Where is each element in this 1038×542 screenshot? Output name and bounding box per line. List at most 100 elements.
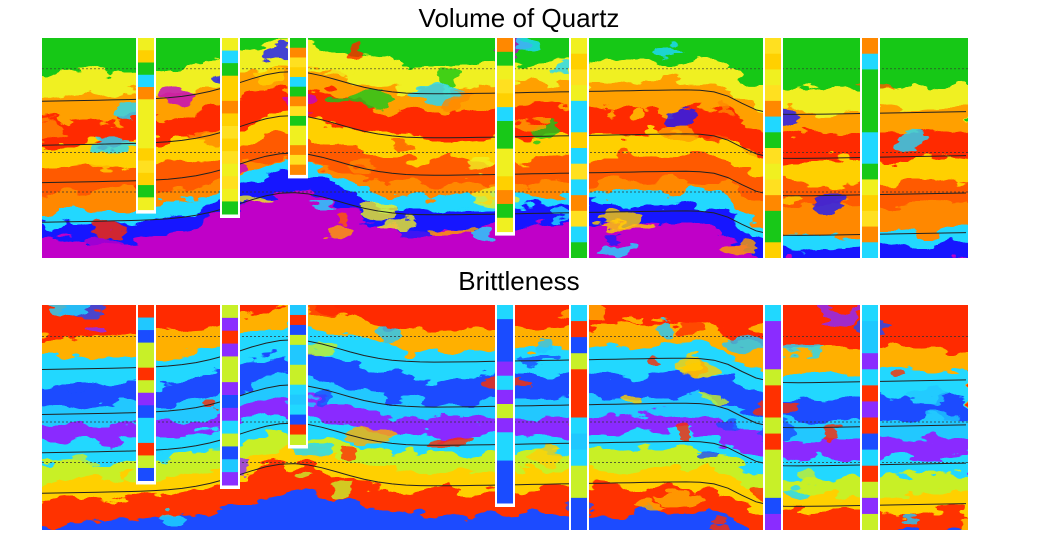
well-log (765, 195, 781, 212)
well-log (138, 160, 154, 174)
well-log (138, 355, 154, 369)
well-log (222, 176, 238, 190)
blob (427, 435, 473, 447)
well-log (222, 433, 238, 447)
blob (46, 305, 90, 316)
well-log (765, 321, 781, 338)
blob (328, 66, 354, 78)
well-log (571, 337, 587, 354)
well-log (222, 305, 238, 319)
well-log (222, 63, 238, 77)
well-log (571, 353, 587, 370)
well-log (765, 449, 781, 467)
well-log (290, 404, 306, 416)
well-log (222, 420, 238, 435)
well-log (290, 394, 306, 406)
well-log (290, 47, 306, 58)
well-log (497, 361, 513, 377)
well-log (571, 53, 587, 70)
well-log (497, 488, 513, 504)
well-log (497, 190, 513, 205)
well-log (222, 163, 238, 177)
well-log (571, 369, 587, 386)
blob (330, 226, 358, 239)
blob (517, 354, 562, 364)
well-log (862, 210, 878, 228)
well-log (138, 430, 154, 444)
well-log (571, 242, 587, 258)
well-log (765, 38, 781, 55)
blob (511, 118, 549, 128)
well-log (862, 465, 878, 483)
well-log (765, 401, 781, 418)
blob (700, 393, 733, 405)
well-log (222, 38, 238, 52)
well-log (222, 369, 238, 383)
well-log (222, 317, 238, 332)
well-log (138, 380, 154, 394)
well-log (138, 197, 154, 211)
well-log (571, 449, 587, 467)
blob (69, 383, 93, 392)
well-log (138, 123, 154, 137)
well-log (290, 334, 306, 346)
well-log (222, 50, 238, 64)
well-log (862, 417, 878, 435)
well-log (290, 434, 306, 445)
well-log (765, 242, 781, 258)
well-log (497, 203, 513, 219)
well-log (138, 442, 154, 456)
well-log (138, 417, 154, 431)
well-log (862, 132, 878, 149)
well-log (765, 497, 781, 515)
well-log (571, 195, 587, 212)
well-log (862, 85, 878, 102)
well-log (290, 314, 306, 326)
well-log (138, 99, 154, 113)
blob (959, 518, 968, 530)
blob (725, 335, 765, 353)
blob (674, 423, 692, 438)
well-log (497, 38, 513, 53)
well-log (222, 382, 238, 396)
well-log (222, 407, 238, 422)
well-log (222, 88, 238, 102)
blob (797, 470, 820, 490)
well-log (862, 305, 878, 322)
well-log (222, 113, 238, 127)
well-log (497, 460, 513, 476)
blob (596, 212, 643, 226)
well-log (571, 305, 587, 322)
well-log (290, 106, 306, 117)
blob (348, 424, 396, 444)
well-log (497, 217, 513, 233)
well-log (497, 65, 513, 80)
well-log (765, 53, 781, 70)
well-log (765, 226, 781, 243)
panel-title: Brittleness (458, 266, 579, 296)
well-log (765, 116, 781, 133)
well-log (497, 347, 513, 363)
panel-title: Volume of Quartz (419, 3, 620, 33)
blob (777, 345, 825, 355)
well-log (862, 401, 878, 418)
well-log (290, 364, 306, 376)
blob (531, 446, 558, 465)
well-log (497, 375, 513, 391)
blob (87, 324, 105, 331)
well-log (862, 116, 878, 133)
well-log (222, 201, 238, 215)
well-log (222, 126, 238, 140)
well-log (290, 96, 306, 107)
well-log (571, 385, 587, 402)
blob (315, 393, 329, 403)
well-log (222, 343, 238, 357)
well-log (862, 163, 878, 180)
well-log (765, 481, 781, 499)
well-log (862, 100, 878, 118)
blob (307, 200, 334, 207)
well-log (222, 188, 238, 202)
blob (466, 230, 493, 242)
well-log (765, 433, 781, 451)
well-log (497, 418, 513, 433)
